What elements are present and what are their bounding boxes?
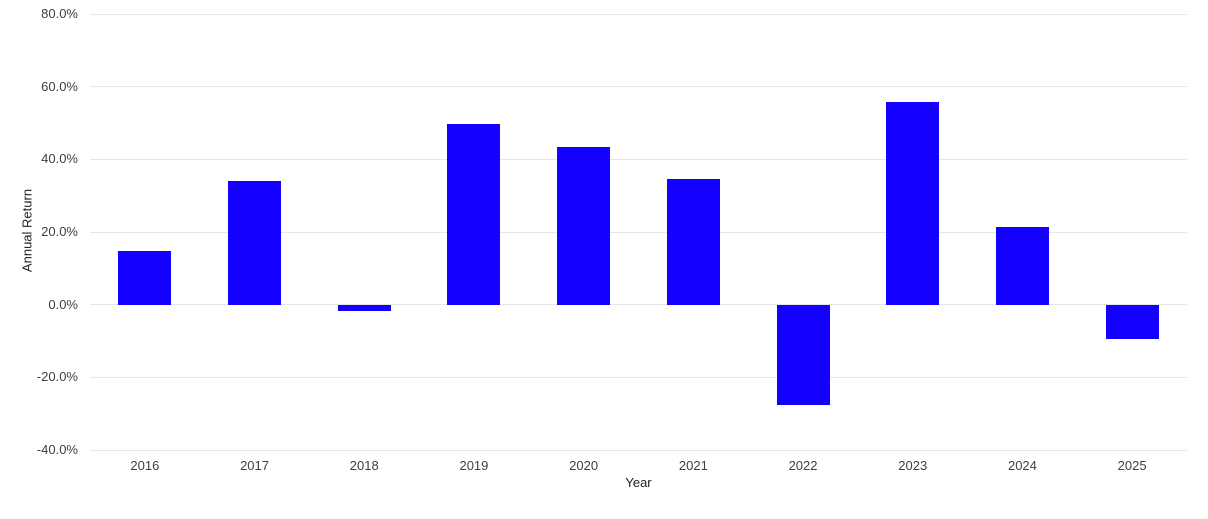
bar-2019[interactable]	[447, 124, 501, 305]
bar-2021[interactable]	[666, 179, 720, 305]
bar-2020[interactable]	[557, 146, 611, 305]
x-axis-tick-label: 2022	[788, 458, 818, 473]
x-axis-tick-label: 2020	[569, 458, 599, 473]
y-axis-tick-label: 80.0%	[41, 6, 78, 21]
gridline--40.0%	[90, 449, 1187, 451]
x-axis-tick-label: 2021	[678, 458, 708, 473]
y-axis-tick-label: 40.0%	[41, 151, 78, 167]
bar-2018[interactable]	[337, 304, 391, 312]
bar-2024[interactable]	[995, 226, 1049, 305]
y-axis-tick-label: 60.0%	[41, 78, 78, 94]
x-axis-tick-label: 2017	[240, 458, 269, 473]
x-axis-tick-label: 2025	[1117, 458, 1147, 473]
bar-2025[interactable]	[1105, 304, 1159, 340]
x-axis-tick-label: 2016	[130, 458, 160, 473]
bar-2023[interactable]	[886, 101, 940, 305]
y-axis-tick-label: -20.0%	[36, 369, 78, 385]
y-axis-tick-label: -40.0%	[36, 442, 78, 457]
gridline-0.0%	[90, 304, 1187, 306]
bar-2022[interactable]	[776, 304, 830, 406]
gridline-80.0%	[90, 13, 1187, 15]
y-axis-tick-label: 0.0%	[48, 296, 78, 312]
bar-2016[interactable]	[118, 250, 172, 305]
y-axis-tick-label: 20.0%	[41, 224, 78, 239]
gridline-60.0%	[90, 86, 1187, 88]
bar-2017[interactable]	[228, 181, 282, 305]
x-axis-title: Year	[625, 475, 652, 490]
x-axis-tick-label: 2023	[898, 458, 928, 473]
gridline-40.0%	[90, 158, 1187, 160]
x-axis-tick-label: 2019	[459, 458, 489, 473]
gridline-20.0%	[90, 231, 1187, 233]
x-axis-tick-label: 2024	[1007, 458, 1037, 473]
gridline--20.0%	[90, 376, 1187, 378]
x-axis-tick-label: 2018	[349, 458, 379, 473]
